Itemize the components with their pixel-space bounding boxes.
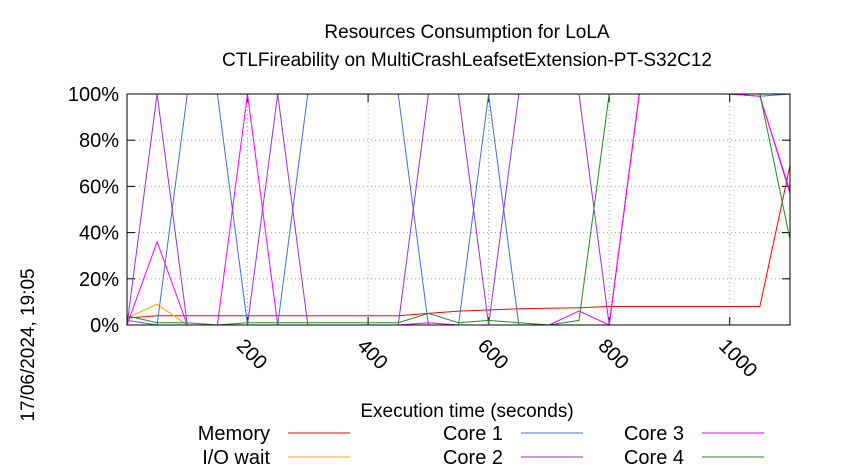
x-tick-label: 200 xyxy=(232,335,271,374)
y-tick-label: 40% xyxy=(79,223,119,245)
chart-subtitle: CTLFireability on MultiCrashLeafsetExten… xyxy=(222,50,712,71)
plot-frame xyxy=(126,93,791,326)
series-line-memory xyxy=(126,165,791,319)
axes: 0% 20% 40% 60% 80% 100% 200 400 600 800 1000 xyxy=(68,84,790,382)
x-tick-label: 400 xyxy=(353,335,392,374)
legend-label-memory: Memory xyxy=(198,423,270,445)
data-series xyxy=(126,93,791,326)
legend-label-core-3: Core 3 xyxy=(624,423,684,445)
grid-lines xyxy=(127,94,790,325)
legend-label-core-1: Core 1 xyxy=(443,423,503,445)
series-line-core-4 xyxy=(126,93,791,326)
y-tick-label: 80% xyxy=(79,130,119,152)
legend-label-i-o-wait: I/O wait xyxy=(202,447,270,469)
x-tick-label: 600 xyxy=(473,335,512,374)
x-axis-label: Execution time (seconds) xyxy=(360,401,573,422)
series-line-core-1 xyxy=(126,93,791,326)
legend-label-core-4: Core 4 xyxy=(624,447,684,469)
y-tick-label: 20% xyxy=(79,269,119,291)
y-tick-label: 100% xyxy=(68,84,119,106)
y-tick-label: 0% xyxy=(90,315,119,337)
legend-label-core-2: Core 2 xyxy=(443,447,503,469)
y-tick-label: 60% xyxy=(79,176,119,198)
chart-title: Resources Consumption for LoLA xyxy=(324,22,609,43)
series-line-core-3 xyxy=(126,93,791,326)
x-tick-label: 800 xyxy=(594,335,633,374)
x-tick-label: 1000 xyxy=(714,335,761,382)
timestamp: 17/06/2024, 19:05 xyxy=(18,268,39,421)
series-line-core-2 xyxy=(126,93,791,326)
